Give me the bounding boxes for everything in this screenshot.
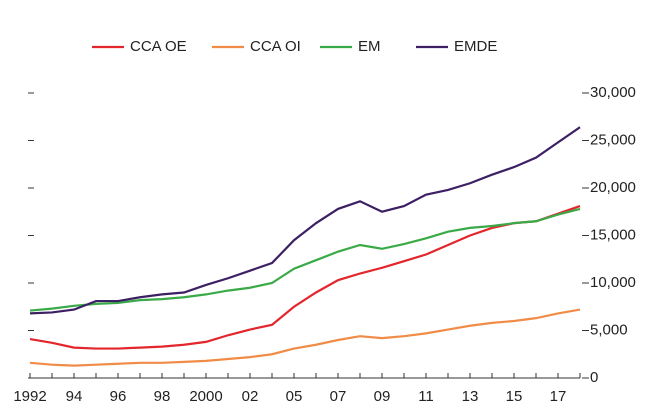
y-tick-label: 10,000 [590, 274, 636, 291]
y-tick-label: 25,000 [590, 131, 636, 148]
legend-label: EM [358, 38, 381, 55]
x-tick-label: 11 [418, 388, 434, 405]
y-tick-label: 0 [590, 369, 598, 386]
series-line [29, 207, 581, 312]
x-tick-label: 2000 [189, 388, 222, 405]
x-tick-label: 96 [110, 388, 127, 405]
series-line [29, 205, 581, 350]
x-tick-label: 98 [154, 388, 171, 405]
series-line [29, 126, 581, 315]
x-tick-label: 05 [286, 388, 303, 405]
series-line [29, 308, 581, 367]
x-tick-label: 17 [550, 388, 567, 405]
x-tick-label: 94 [66, 388, 83, 405]
x-tick-label: 07 [330, 388, 347, 405]
y-tick-label: 30,000 [590, 84, 636, 101]
x-tick-label: 13 [462, 388, 479, 405]
legend-label: CCA OI [250, 38, 301, 55]
x-tick-label: 15 [506, 388, 523, 405]
x-tick-label: 02 [242, 388, 259, 405]
legend-label: EMDE [454, 38, 497, 55]
y-tick-label: 5,000 [590, 321, 628, 338]
x-tick-label: 1992 [13, 388, 46, 405]
y-tick-label: 20,000 [590, 179, 636, 196]
y-tick-label: 15,000 [590, 226, 636, 243]
x-tick-label: 09 [374, 388, 391, 405]
legend-label: CCA OE [130, 38, 187, 55]
